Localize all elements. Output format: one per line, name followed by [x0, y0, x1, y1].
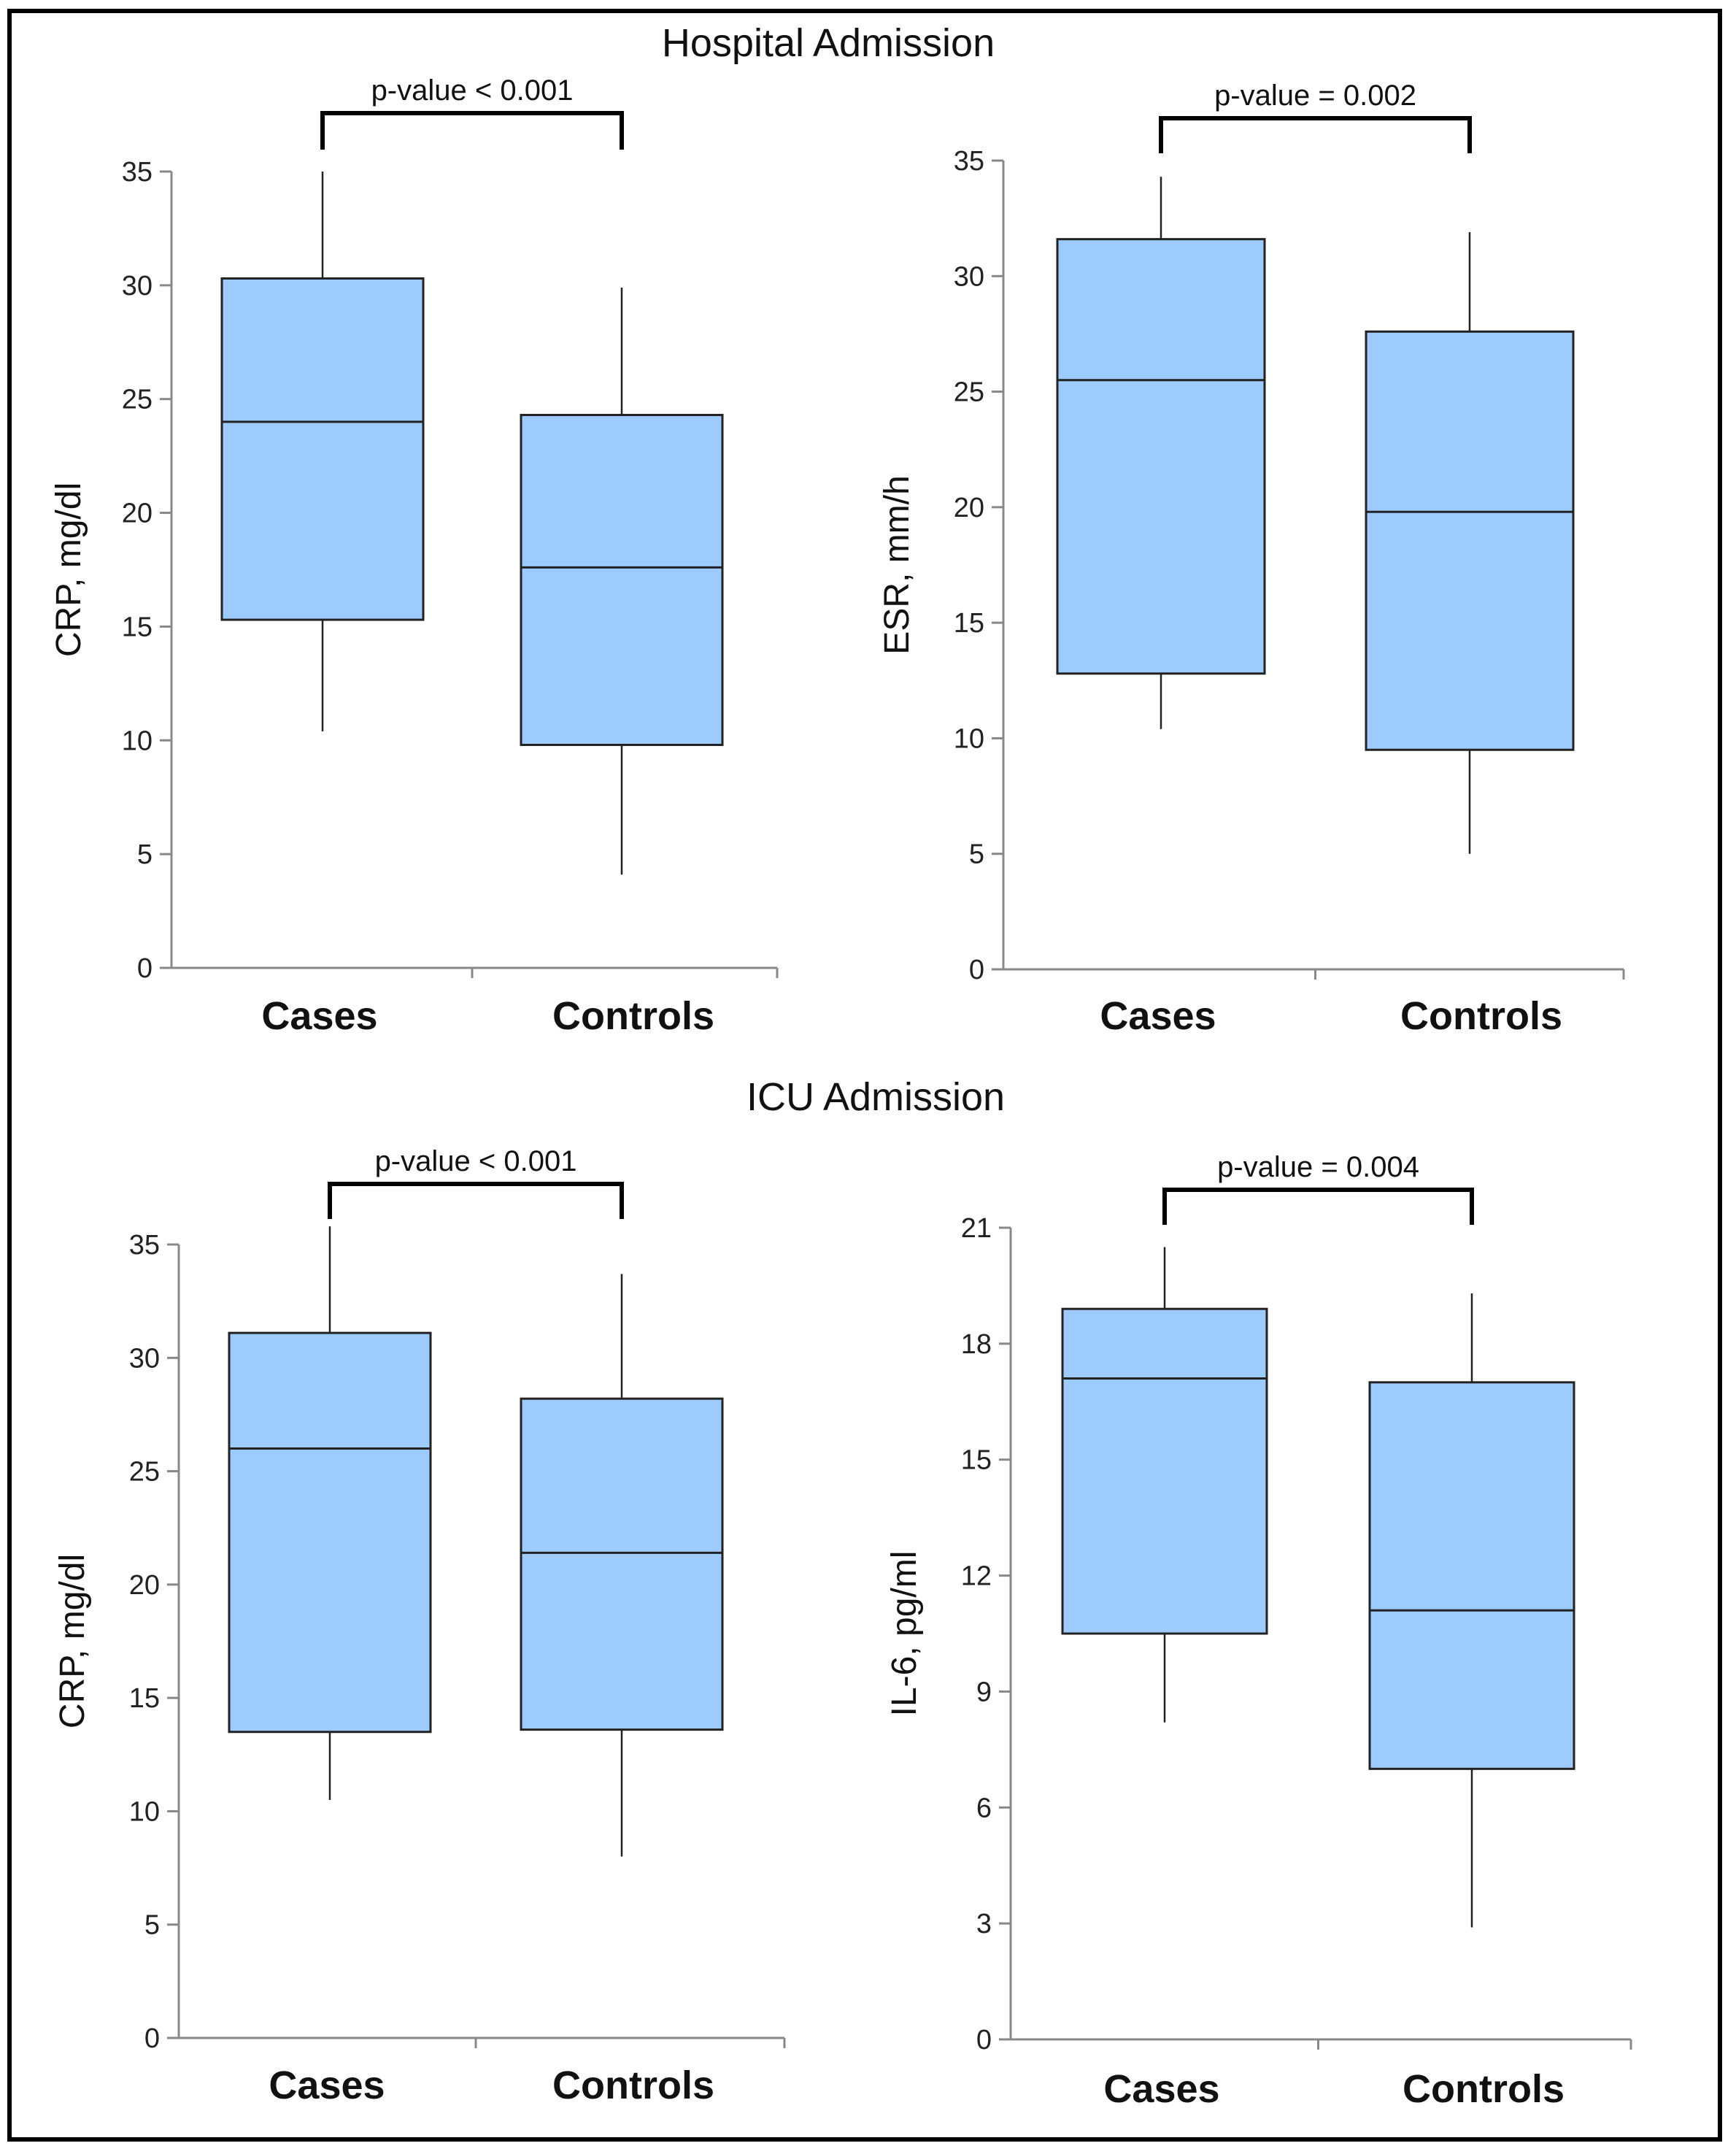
box-controls	[520, 287, 724, 875]
y-tick-label: 20	[122, 499, 153, 529]
y-tick-label: 0	[969, 955, 984, 985]
y-tick-label: 25	[954, 377, 984, 408]
y-tick-label: 12	[961, 1561, 992, 1592]
y-tick-label: 3	[976, 1909, 992, 1939]
y-axis-title: IL-6, pg/ml	[885, 1551, 924, 1717]
category-label: Cases	[1100, 994, 1216, 1038]
category-label: Cases	[269, 2063, 385, 2107]
section-title-icu-admission: ICU Admission	[746, 1075, 1006, 1119]
iqr-box	[520, 1397, 724, 1731]
category-label: Cases	[261, 994, 377, 1038]
boxplot-icu-crp: 0 5 10 15 20 25 30 35 CRP, mg/dl Cases Controls p-v…	[53, 1145, 786, 2107]
section-title-hospital-admission: Hospital Admission	[661, 21, 995, 65]
category-label: Controls	[552, 2063, 714, 2107]
box-cases	[228, 1226, 432, 1800]
box-controls	[520, 1274, 724, 1857]
significance-bracket	[1159, 116, 1472, 153]
y-tick-label: 15	[122, 612, 153, 642]
y-tick-label: 15	[961, 1445, 992, 1476]
y-tick-label: 0	[137, 953, 153, 984]
y-tick-label: 10	[954, 723, 984, 754]
box-controls	[1368, 1293, 1575, 1928]
y-tick-label: 35	[954, 146, 984, 177]
y-tick-label: 6	[976, 1793, 992, 1823]
iqr-box	[228, 1331, 432, 1734]
category-label: Controls	[1400, 994, 1562, 1038]
y-axis-title: ESR, mm/h	[878, 475, 917, 654]
iqr-box	[220, 277, 425, 621]
y-tick-label: 30	[122, 271, 153, 301]
y-tick-label: 5	[144, 1910, 160, 1941]
boxplot-hospital-crp: 0 5 10 15 20 25 30 35 CRP, mg/dl Cases Controls p-v…	[50, 74, 779, 1038]
y-tick-label: 30	[129, 1343, 160, 1374]
category-label: Cases	[1103, 2067, 1219, 2111]
y-axis-title: CRP, mg/dl	[50, 482, 88, 657]
y-axis-title: CRP, mg/dl	[53, 1554, 92, 1728]
box-controls	[1365, 232, 1575, 854]
iqr-box	[520, 414, 724, 747]
p-value-label: p-value = 0.004	[1217, 1151, 1419, 1183]
y-tick-label: 21	[961, 1213, 992, 1244]
box-cases	[1061, 1247, 1268, 1723]
significance-bracket	[320, 111, 624, 150]
boxplot-hospital-esr: 0 5 10 15 20 25 30 35 ESR, mm/h Cases Controls p-va…	[878, 80, 1625, 1038]
y-tick-label: 9	[976, 1677, 992, 1707]
y-tick-label: 0	[144, 2023, 160, 2054]
significance-bracket	[328, 1182, 624, 1219]
y-tick-label: 20	[129, 1570, 160, 1601]
category-label: Controls	[1403, 2067, 1565, 2111]
iqr-box	[1056, 238, 1266, 675]
iqr-box	[1061, 1307, 1268, 1635]
y-tick-label: 18	[961, 1329, 992, 1360]
y-tick-label: 15	[954, 608, 984, 639]
y-tick-label: 30	[954, 261, 984, 292]
y-tick-label: 10	[129, 1796, 160, 1827]
p-value-label: p-value = 0.002	[1214, 80, 1416, 112]
y-tick-label: 35	[122, 157, 153, 188]
figure-frame	[7, 9, 1722, 2142]
p-value-label: p-value < 0.001	[371, 74, 574, 107]
category-label: Controls	[552, 994, 714, 1038]
iqr-box	[1368, 1381, 1575, 1770]
y-tick-label: 0	[976, 2025, 992, 2055]
y-tick-label: 10	[122, 726, 153, 756]
y-tick-label: 15	[129, 1683, 160, 1714]
boxplot-icu-il6: 0 3 6 9 12 15 18 21 IL-6, pg/ml Cases Controls p-va…	[885, 1151, 1632, 2111]
y-tick-label: 5	[137, 839, 153, 870]
y-tick-label: 35	[129, 1230, 160, 1261]
y-tick-label: 5	[969, 839, 984, 870]
y-tick-label: 20	[954, 493, 984, 523]
y-tick-label: 25	[129, 1457, 160, 1488]
iqr-box	[1365, 330, 1575, 751]
p-value-label: p-value < 0.001	[375, 1145, 577, 1177]
y-tick-label: 25	[122, 385, 153, 415]
box-cases	[1056, 177, 1266, 729]
significance-bracket	[1162, 1188, 1474, 1225]
box-cases	[220, 172, 425, 731]
